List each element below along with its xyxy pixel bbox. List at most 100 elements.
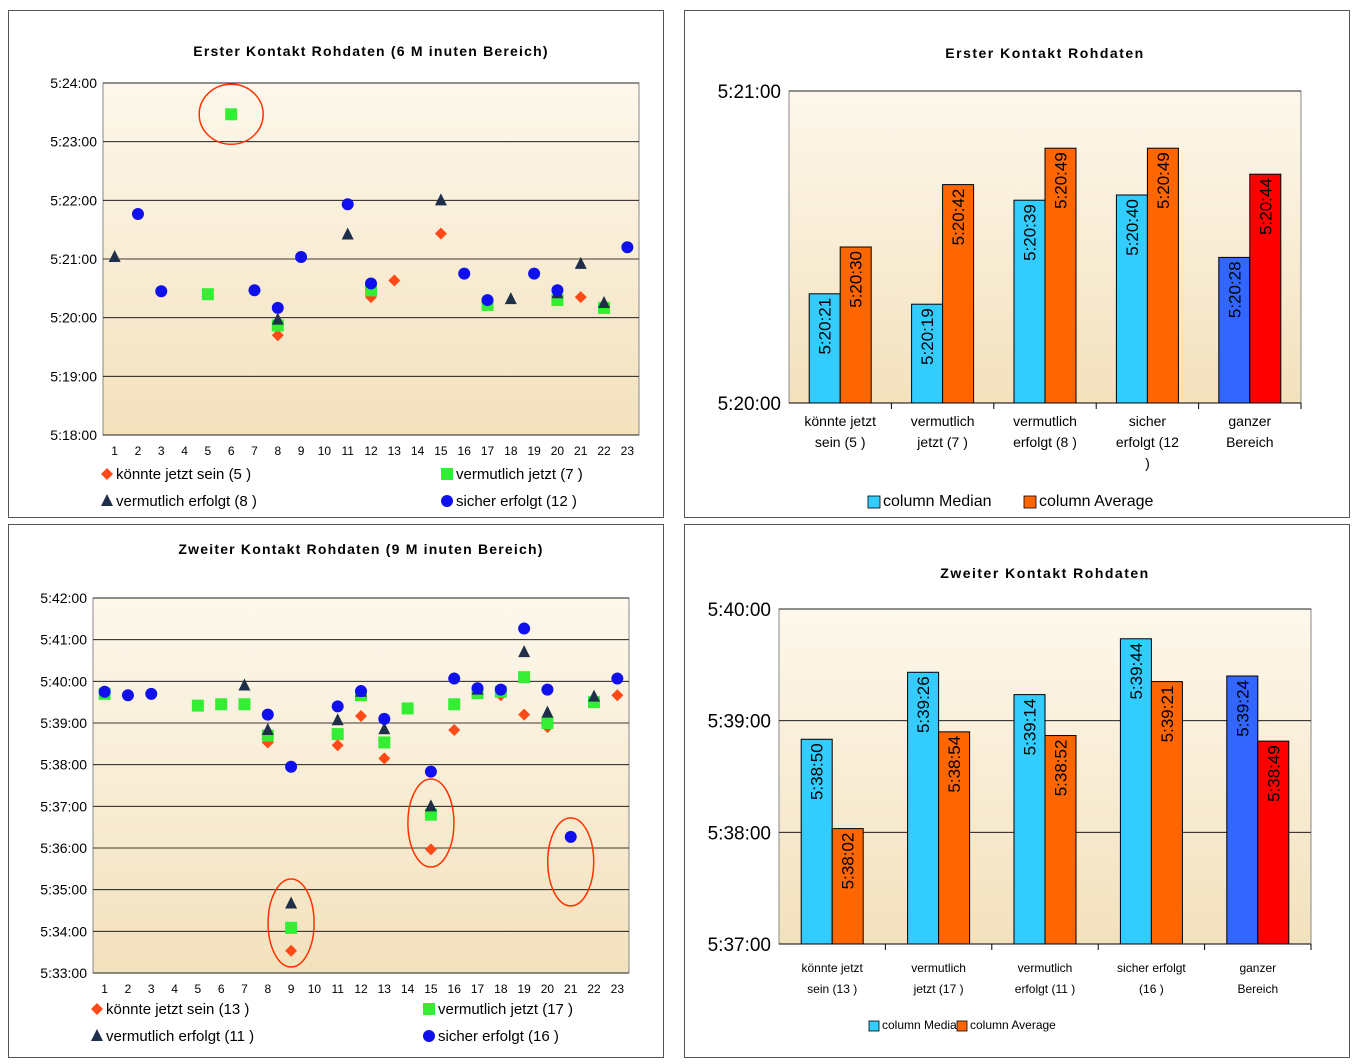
data-point-square	[331, 728, 344, 741]
x-category-label: sicher erfolgt	[1117, 961, 1186, 975]
legend-swatch	[1023, 495, 1037, 509]
data-point-diamond	[388, 274, 401, 287]
x-tick-label: 3	[148, 982, 155, 996]
panel-second-contact-scatter: Zweiter Kontakt Rohdaten (9 M inuten Ber…	[8, 524, 664, 1058]
data-point-square	[238, 698, 251, 711]
x-tick-label: 1	[111, 444, 118, 458]
data-point-circle	[458, 267, 471, 280]
highlight-ellipse	[407, 778, 455, 868]
data-point-triangle	[238, 678, 251, 691]
x-tick-label: 3	[158, 444, 165, 458]
data-point-triangle	[424, 799, 437, 812]
chart-second-contact-bars: Zweiter Kontakt Rohdaten 5:37:00 5:38:00 5:…	[708, 565, 1312, 1032]
x-tick-label: 22	[587, 982, 601, 996]
highlight-ellipse	[198, 83, 264, 146]
highlight-ellipse	[267, 878, 315, 968]
legend-label: vermutlich erfolgt (11 )	[106, 1028, 254, 1045]
x-tick-label: 4	[171, 982, 178, 996]
data-point-circle	[611, 672, 624, 685]
y-tick-label: 5:40:00	[708, 600, 771, 621]
x-tick-label: 4	[181, 444, 188, 458]
panel-second-contact-bars: Zweiter Kontakt Rohdaten 5:37:00 5:38:00 5:…	[684, 524, 1350, 1058]
legend-label: könnte jetzt sein (13 )	[106, 1001, 249, 1018]
bar-value-label: 5:38:54	[945, 736, 964, 793]
data-point-diamond	[355, 710, 367, 723]
bar-value-label: 5:38:02	[839, 833, 858, 890]
data-point-square	[541, 717, 554, 729]
x-tick-label: 21	[574, 444, 588, 458]
chart-title: Zweiter Kontakt Rohdaten	[940, 565, 1149, 581]
bar	[942, 184, 975, 404]
data-point-circle	[341, 198, 354, 211]
data-point-diamond	[448, 723, 461, 736]
x-tick-label: 2	[135, 444, 142, 458]
data-point-circle	[518, 622, 531, 635]
x-category-label: vermutlich	[1013, 413, 1077, 429]
data-point-triangle	[261, 722, 274, 735]
data-point-circle	[131, 208, 144, 221]
panel-first-contact-scatter: Erster Kontakt Rohdaten (6 M inuten Bere…	[8, 10, 664, 518]
bar-value-label: 5:20:30	[847, 251, 866, 308]
legend-label: vermutlich jetzt (7 )	[456, 466, 583, 483]
x-tick-label: 13	[388, 444, 402, 458]
x-tick-label: 2	[125, 982, 132, 996]
x-tick-label: 6	[218, 982, 225, 996]
x-tick-label: 17	[471, 982, 485, 996]
bar-value-label: 5:39:21	[1158, 686, 1177, 743]
y-tick-label: 5:38:00	[40, 757, 87, 773]
legend-marker-diamond	[101, 468, 113, 480]
data-point-triangle	[541, 705, 554, 718]
y-tick-label: 5:40:00	[40, 673, 87, 689]
x-category-label: sein (5 )	[815, 434, 866, 450]
bar	[1013, 694, 1046, 945]
bar	[808, 293, 841, 404]
bar	[1115, 194, 1148, 404]
x-tick-label: 13	[378, 982, 392, 996]
y-tick-label: 5:21:00	[718, 82, 781, 103]
y-tick-label: 5:23:00	[50, 134, 97, 150]
legend-swatch	[956, 1020, 968, 1032]
x-tick-label: 16	[458, 444, 472, 458]
data-point-diamond	[574, 291, 587, 304]
y-tick-label: 5:35:00	[40, 882, 87, 898]
y-tick-label: 5:20:00	[718, 394, 781, 415]
x-tick-label: 14	[401, 982, 415, 996]
x-category-label: könnte jetzt	[804, 413, 876, 429]
data-point-triangle	[285, 896, 298, 909]
y-tick-label: 5:38:00	[708, 823, 771, 844]
data-point-circle	[621, 241, 634, 254]
data-point-circle	[551, 284, 564, 297]
x-tick-label: 17	[481, 444, 495, 458]
bar-value-label: 5:20:39	[1021, 204, 1040, 261]
y-tick-label: 5:19:00	[50, 368, 97, 384]
data-point-circle	[528, 267, 541, 280]
x-category-label: sicher	[1129, 413, 1167, 429]
data-point-triangle	[588, 689, 601, 702]
x-tick-label: 8	[274, 444, 281, 458]
legend-swatch	[868, 1020, 880, 1032]
data-point-square	[518, 671, 531, 684]
bar	[911, 303, 944, 404]
data-point-circle	[471, 682, 484, 695]
data-point-circle	[98, 685, 111, 698]
data-point-square	[225, 108, 238, 121]
y-tick-label: 5:39:00	[708, 712, 771, 733]
data-point-diamond	[378, 752, 391, 765]
x-category-label: ganzer	[1239, 961, 1276, 975]
y-tick-label: 5:36:00	[40, 840, 87, 856]
x-tick-label: 20	[551, 444, 565, 458]
legend-label: vermutlich erfolgt (8 )	[116, 493, 257, 510]
x-tick-label: 10	[308, 982, 322, 996]
x-category-label: Bereich	[1237, 982, 1278, 996]
bar-value-label: 5:20:49	[1154, 152, 1173, 209]
data-point-diamond	[424, 843, 437, 856]
y-tick-label: 5:37:00	[708, 935, 771, 956]
x-tick-label: 21	[564, 982, 578, 996]
x-category-label: vermutlich	[911, 961, 966, 975]
chart-title: Erster Kontakt Rohdaten (6 M inuten Bere…	[193, 43, 548, 59]
data-point-triangle	[504, 292, 517, 305]
y-tick-label: 5:39:00	[40, 715, 87, 731]
bar	[1146, 147, 1179, 404]
y-tick-label: 5:41:00	[40, 632, 87, 648]
data-point-circle	[331, 700, 344, 713]
